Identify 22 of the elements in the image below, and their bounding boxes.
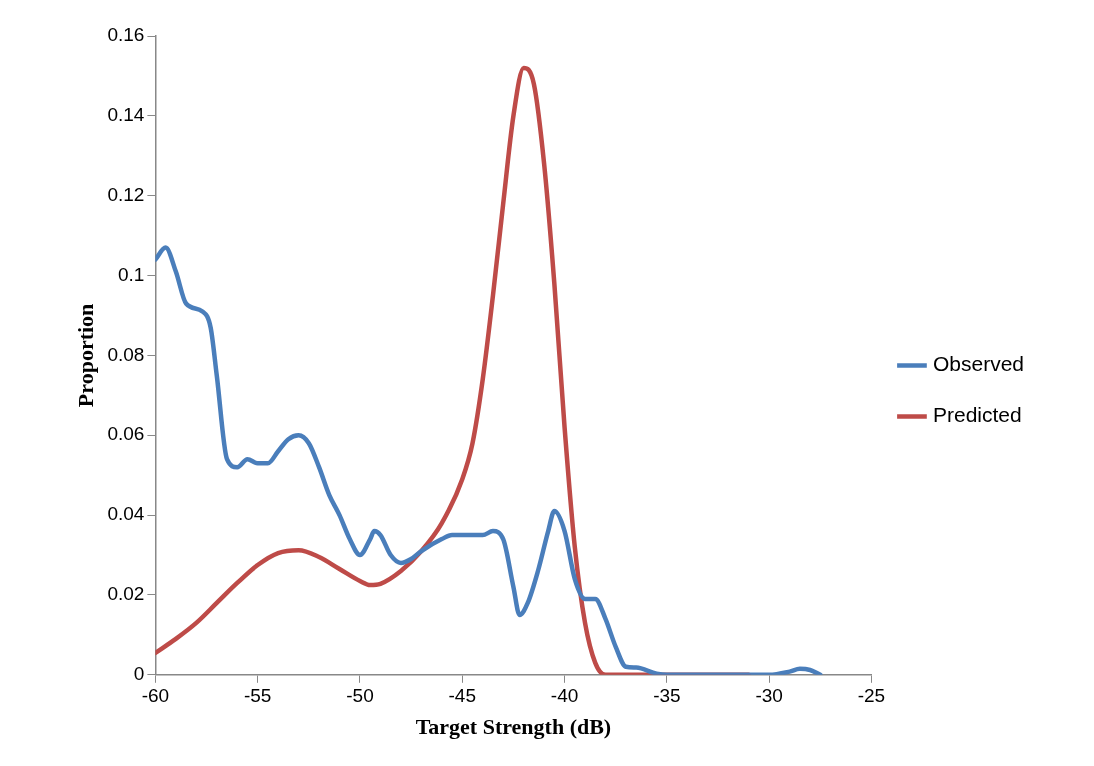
y-tick-label: 0.04 xyxy=(107,503,145,525)
y-tick-label: 0 xyxy=(133,663,145,685)
y-tick-label: 0.14 xyxy=(107,104,145,126)
x-tick-label: -50 xyxy=(346,685,374,707)
x-tick-label: -60 xyxy=(141,685,170,707)
y-axis-title: Proportion xyxy=(72,303,98,408)
legend-label: Predicted xyxy=(932,403,1022,427)
y-tick-label: 0.08 xyxy=(107,343,145,365)
y-tick-label: 0.12 xyxy=(107,183,145,205)
x-tick-label: -35 xyxy=(653,685,681,707)
x-tick-label: -25 xyxy=(857,685,886,707)
x-tick-label: -40 xyxy=(550,685,579,707)
y-tick-label: 0.16 xyxy=(107,24,145,46)
legend-label: Observed xyxy=(932,352,1024,376)
y-tick-label: 0.06 xyxy=(107,423,145,445)
y-tick-label: 0.1 xyxy=(117,263,145,285)
x-tick-label: -55 xyxy=(243,685,272,707)
x-axis-title: Target Strength (dB) xyxy=(415,714,612,740)
x-tick-label: -45 xyxy=(448,685,476,707)
line-series xyxy=(155,245,823,675)
y-tick-label: 0.02 xyxy=(107,583,145,605)
x-tick-label: -30 xyxy=(755,685,783,707)
